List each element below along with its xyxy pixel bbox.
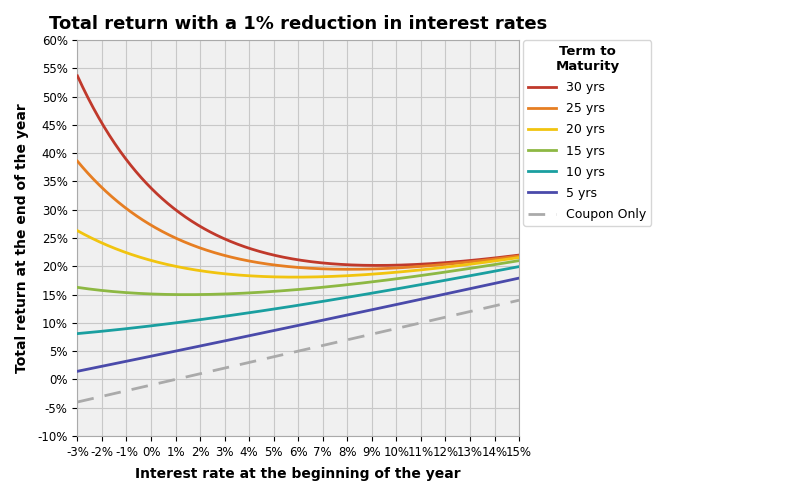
30 yrs: [373, 262, 382, 268]
10 yrs: [285, 304, 294, 310]
10 yrs: [504, 266, 514, 272]
30 yrs: [335, 261, 345, 267]
20 yrs: [290, 274, 300, 280]
5 yrs: [282, 325, 292, 331]
10 yrs: [434, 278, 444, 284]
5 yrs: [73, 369, 82, 374]
25 yrs: [505, 254, 514, 260]
5 yrs: [514, 275, 524, 281]
25 yrs: [73, 158, 82, 164]
15 yrs: [283, 287, 293, 293]
25 yrs: [282, 263, 292, 269]
Title: Total return with a 1% reduction in interest rates: Total return with a 1% reduction in inte…: [49, 15, 547, 33]
X-axis label: Interest rate at the beginning of the year: Interest rate at the beginning of the ye…: [135, 467, 461, 481]
Coupon Only: [335, 338, 345, 344]
25 yrs: [285, 264, 294, 270]
30 yrs: [285, 255, 294, 261]
Line: 25 yrs: 25 yrs: [78, 161, 519, 269]
20 yrs: [282, 274, 292, 280]
Legend: 30 yrs, 25 yrs, 20 yrs, 15 yrs, 10 yrs, 5 yrs, Coupon Only: 30 yrs, 25 yrs, 20 yrs, 15 yrs, 10 yrs, …: [523, 40, 651, 226]
20 yrs: [313, 274, 322, 280]
Coupon Only: [282, 351, 292, 357]
30 yrs: [73, 73, 82, 79]
10 yrs: [311, 300, 321, 306]
Coupon Only: [434, 315, 444, 321]
30 yrs: [435, 260, 445, 266]
Line: 20 yrs: 20 yrs: [78, 231, 519, 277]
Line: 30 yrs: 30 yrs: [78, 76, 519, 265]
20 yrs: [505, 256, 514, 262]
30 yrs: [505, 253, 514, 259]
Coupon Only: [285, 350, 294, 356]
Coupon Only: [514, 297, 524, 303]
Coupon Only: [73, 399, 82, 405]
10 yrs: [335, 296, 345, 302]
15 yrs: [73, 284, 82, 290]
30 yrs: [514, 252, 524, 258]
20 yrs: [435, 265, 445, 271]
Y-axis label: Total return at the end of the year: Total return at the end of the year: [15, 103, 29, 373]
Line: Coupon Only: Coupon Only: [78, 300, 519, 402]
10 yrs: [514, 264, 524, 270]
10 yrs: [73, 331, 82, 337]
25 yrs: [514, 253, 524, 259]
Coupon Only: [311, 344, 321, 350]
20 yrs: [514, 254, 524, 260]
5 yrs: [434, 292, 444, 298]
5 yrs: [311, 318, 321, 324]
5 yrs: [335, 313, 345, 319]
15 yrs: [313, 285, 322, 291]
15 yrs: [336, 282, 346, 288]
15 yrs: [182, 292, 192, 298]
30 yrs: [311, 259, 321, 265]
20 yrs: [336, 273, 346, 279]
20 yrs: [73, 228, 82, 234]
5 yrs: [285, 324, 294, 330]
25 yrs: [311, 265, 321, 271]
25 yrs: [435, 262, 445, 268]
5 yrs: [504, 277, 514, 283]
Line: 5 yrs: 5 yrs: [78, 278, 519, 372]
Line: 10 yrs: 10 yrs: [78, 267, 519, 334]
15 yrs: [514, 257, 524, 263]
15 yrs: [435, 270, 445, 276]
25 yrs: [343, 266, 353, 272]
10 yrs: [282, 304, 292, 310]
Line: 15 yrs: 15 yrs: [78, 260, 519, 295]
Coupon Only: [504, 300, 514, 306]
20 yrs: [285, 274, 294, 280]
25 yrs: [335, 266, 345, 272]
30 yrs: [282, 255, 292, 261]
15 yrs: [505, 259, 514, 265]
15 yrs: [286, 287, 295, 293]
